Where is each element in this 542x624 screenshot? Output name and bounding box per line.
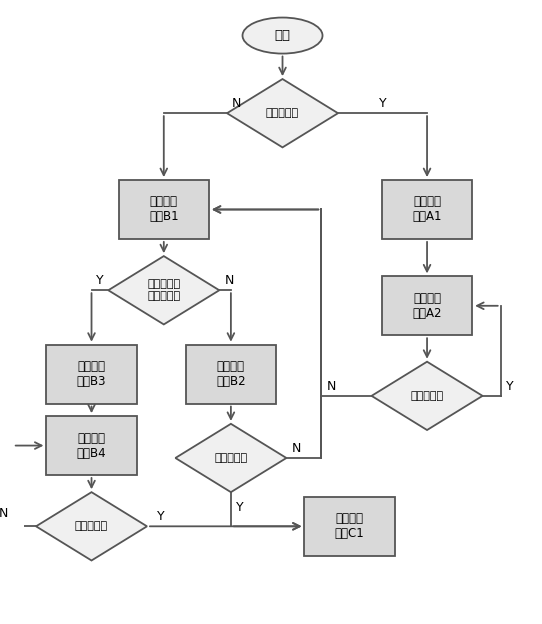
- Text: N: N: [292, 442, 301, 455]
- Text: 执行控制
策略B3: 执行控制 策略B3: [77, 360, 106, 388]
- Text: N: N: [232, 97, 242, 110]
- Text: 开始: 开始: [274, 29, 291, 42]
- FancyBboxPatch shape: [47, 416, 137, 475]
- Polygon shape: [372, 362, 482, 430]
- Polygon shape: [176, 424, 286, 492]
- FancyBboxPatch shape: [186, 344, 276, 404]
- FancyBboxPatch shape: [382, 276, 472, 335]
- Text: 电网正常？: 电网正常？: [266, 108, 299, 118]
- Text: N: N: [0, 507, 8, 520]
- Text: 执行控制
策略B2: 执行控制 策略B2: [216, 360, 246, 388]
- Text: N: N: [326, 380, 335, 392]
- Text: 执行控制
策略B4: 执行控制 策略B4: [77, 432, 106, 459]
- Text: 执行控制
策略A2: 执行控制 策略A2: [412, 292, 442, 319]
- FancyBboxPatch shape: [382, 180, 472, 239]
- Polygon shape: [227, 79, 338, 147]
- Text: 电网正常？: 电网正常？: [214, 453, 248, 463]
- Text: Y: Y: [157, 510, 165, 523]
- Text: 蓄电池电量
低于设定值: 蓄电池电量 低于设定值: [147, 280, 180, 301]
- Text: 电网正常？: 电网正常？: [410, 391, 443, 401]
- Text: N: N: [224, 274, 234, 287]
- Ellipse shape: [242, 17, 322, 54]
- Polygon shape: [108, 256, 220, 324]
- Text: Y: Y: [506, 380, 513, 392]
- FancyBboxPatch shape: [305, 497, 395, 556]
- Text: Y: Y: [379, 97, 387, 110]
- Text: 执行控制
策略A1: 执行控制 策略A1: [412, 195, 442, 223]
- Text: 电网正常？: 电网正常？: [75, 521, 108, 531]
- Text: 执行控制
策略C1: 执行控制 策略C1: [335, 512, 364, 540]
- Text: Y: Y: [236, 502, 244, 514]
- Text: Y: Y: [95, 274, 103, 287]
- Polygon shape: [36, 492, 147, 560]
- FancyBboxPatch shape: [47, 344, 137, 404]
- FancyBboxPatch shape: [119, 180, 209, 239]
- Text: 执行控制
策略B1: 执行控制 策略B1: [149, 195, 179, 223]
